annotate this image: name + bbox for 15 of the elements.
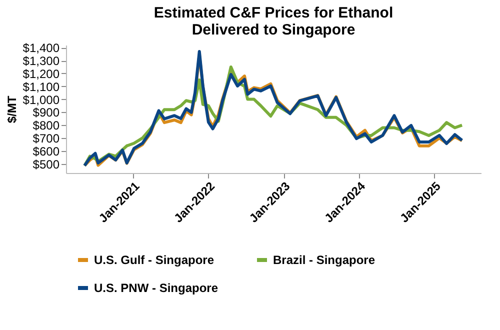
chart-title: Estimated C&F Prices for Ethanol Delivered to Singapore xyxy=(154,4,394,39)
y-tick-label: $900 xyxy=(32,106,60,120)
y-tick-label: $800 xyxy=(32,118,60,133)
y-tick-label: $1,200 xyxy=(22,66,60,81)
y-tick-label: $1,400 xyxy=(22,41,60,56)
y-tick-label: $1,300 xyxy=(22,54,60,68)
y-axis-title: $/MT xyxy=(4,95,19,124)
legend-label: Brazil - Singapore xyxy=(273,253,376,267)
y-tick-label: $1,100 xyxy=(22,80,60,94)
y-tick-label: $600 xyxy=(32,144,60,159)
y-tick-label: $700 xyxy=(32,132,60,146)
y-tick-label: $500 xyxy=(32,157,60,172)
y-tick-label: $1,000 xyxy=(22,92,60,107)
legend-label: U.S. Gulf - Singapore xyxy=(94,253,214,267)
legend-label: U.S. PNW - Singapore xyxy=(94,281,218,295)
